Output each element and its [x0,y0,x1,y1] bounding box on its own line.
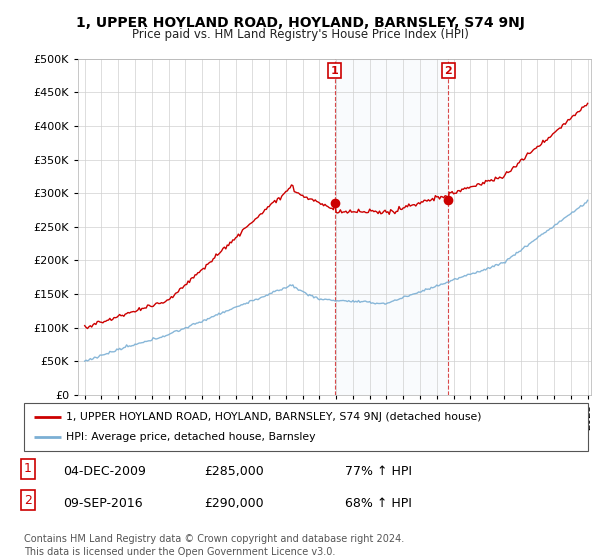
Bar [335,59,448,395]
Text: 1: 1 [331,66,339,76]
Text: 1: 1 [24,462,32,475]
Text: 1, UPPER HOYLAND ROAD, HOYLAND, BARNSLEY, S74 9NJ: 1, UPPER HOYLAND ROAD, HOYLAND, BARNSLEY… [76,16,524,30]
Text: 68% ↑ HPI: 68% ↑ HPI [345,497,412,510]
Text: £285,000: £285,000 [204,465,264,478]
Text: £290,000: £290,000 [204,497,263,510]
Text: 09-SEP-2016: 09-SEP-2016 [63,497,143,510]
Text: HPI: Average price, detached house, Barnsley: HPI: Average price, detached house, Barn… [66,432,316,442]
Text: 77% ↑ HPI: 77% ↑ HPI [345,465,412,478]
Text: 2: 2 [445,66,452,76]
Text: 04-DEC-2009: 04-DEC-2009 [63,465,146,478]
Text: Contains HM Land Registry data © Crown copyright and database right 2024.
This d: Contains HM Land Registry data © Crown c… [24,534,404,557]
Text: 2: 2 [24,494,32,507]
Text: Price paid vs. HM Land Registry's House Price Index (HPI): Price paid vs. HM Land Registry's House … [131,28,469,41]
FancyBboxPatch shape [24,403,588,451]
Text: 1, UPPER HOYLAND ROAD, HOYLAND, BARNSLEY, S74 9NJ (detached house): 1, UPPER HOYLAND ROAD, HOYLAND, BARNSLEY… [66,412,482,422]
